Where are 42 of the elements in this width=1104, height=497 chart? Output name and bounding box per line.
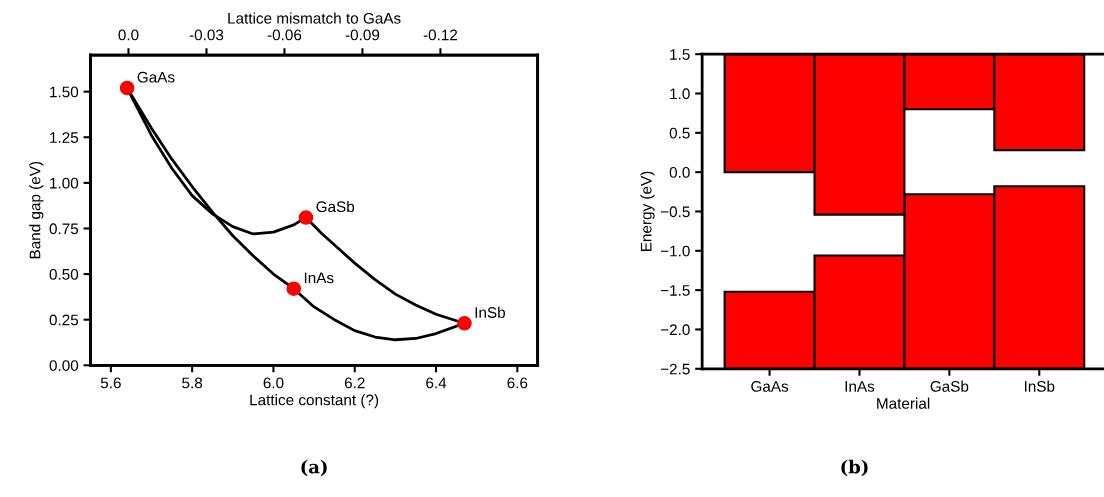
x2-tick-label: -0.03	[189, 29, 224, 41]
y-tick-label: 1.5	[670, 49, 690, 60]
y-tick-label: −0.5	[660, 206, 690, 218]
y-tick-label: −2.0	[660, 324, 690, 336]
x-tick-label: 5.6	[100, 377, 121, 389]
x-tick-label: 6.0	[263, 377, 284, 389]
y-tick-label: 0.50	[49, 268, 79, 280]
y-tick-label: 1.0	[670, 88, 690, 100]
y-tick-label: −1.0	[660, 245, 690, 257]
y-tick-label: 1.50	[50, 86, 79, 98]
y-tick-label: 1.25	[50, 132, 79, 143]
y-tick-label: −1.5	[660, 285, 690, 296]
annotation: GaAs	[137, 71, 175, 83]
x2-tick-label: 0.0	[118, 29, 139, 41]
y-axis-title: Band gap (eV)	[29, 161, 44, 259]
y-tick-label: 0.75	[49, 223, 79, 235]
annotation: InAs	[304, 272, 334, 284]
y-axis-title: Energy (eV)	[640, 171, 655, 251]
y-tick-label: 1.00	[50, 177, 79, 189]
x-tick-label: GaAs	[751, 380, 789, 392]
y-tick-label: 0.00	[49, 360, 79, 371]
x-tick-label: 6.4	[426, 377, 447, 389]
x2-tick-label: -0.06	[267, 29, 302, 41]
x-tick-label: GaSb	[930, 380, 969, 392]
y-tick-label: 0.5	[669, 127, 690, 139]
text: (b)	[841, 459, 868, 477]
x-tick-label: 5.8	[182, 377, 203, 389]
text: (a)	[301, 459, 327, 477]
x-tick-label: InAs	[845, 381, 875, 392]
annotation: GaSb	[316, 200, 355, 213]
y-tick-label: 0.0	[669, 167, 690, 178]
y-tick-label: −2.5	[660, 363, 690, 375]
x2-tick-label: -0.09	[345, 29, 380, 41]
x-tick-label: 6.6	[507, 377, 528, 389]
y-tick-label: 0.25	[49, 314, 79, 326]
x-tick-label: InSb	[1024, 380, 1055, 392]
x-axis-title: Material	[877, 397, 930, 409]
x-tick-label: 6.2	[344, 377, 365, 389]
x2-axis-title: Lattice mismatch to GaAs	[228, 12, 401, 24]
x2-tick-label: -0.12	[423, 29, 458, 41]
annotation: InSb	[475, 306, 505, 318]
x-axis-title: Lattice constant (?)	[250, 394, 379, 409]
